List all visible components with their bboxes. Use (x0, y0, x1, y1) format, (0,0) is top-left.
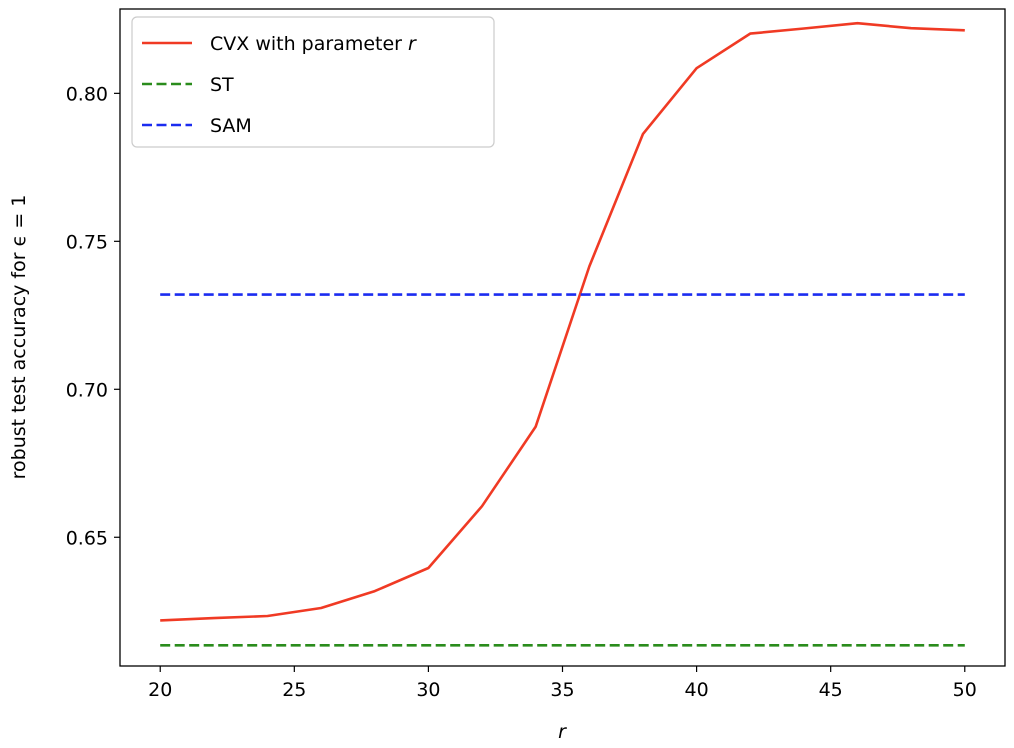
y-axis-label: robust test accuracy for ϵ = 1 (8, 195, 30, 480)
series-line-cvx-with-parameter-r (160, 21, 965, 622)
legend-entry-text: ST (210, 74, 234, 96)
x-tick-label: 30 (416, 679, 440, 701)
y-tick-label: 0.80 (66, 83, 108, 105)
legend-entry-label: SAM (210, 115, 252, 137)
x-tick-label: 20 (148, 679, 172, 701)
legend-entry-text: CVX with parameter (210, 33, 408, 55)
legend-entry-text: SAM (210, 115, 252, 137)
y-tick-label: 0.65 (66, 527, 108, 549)
legend: CVX with parameter r ST SAM (131, 16, 495, 148)
x-tick-label: 40 (684, 679, 708, 701)
y-tick-label: 0.70 (66, 379, 108, 401)
legend-box (131, 16, 495, 148)
legend-entry-label: CVX with parameter r (210, 33, 417, 55)
legend-entry-label: ST (210, 74, 234, 96)
x-tick-label: 35 (550, 679, 574, 701)
y-tick-label: 0.75 (66, 231, 108, 253)
x-tick-label: 25 (282, 679, 306, 701)
legend-entry-variable: r (408, 33, 417, 55)
x-axis-label: r (558, 721, 567, 743)
x-tick-label: 50 (953, 679, 977, 701)
x-tick-label: 45 (819, 679, 843, 701)
